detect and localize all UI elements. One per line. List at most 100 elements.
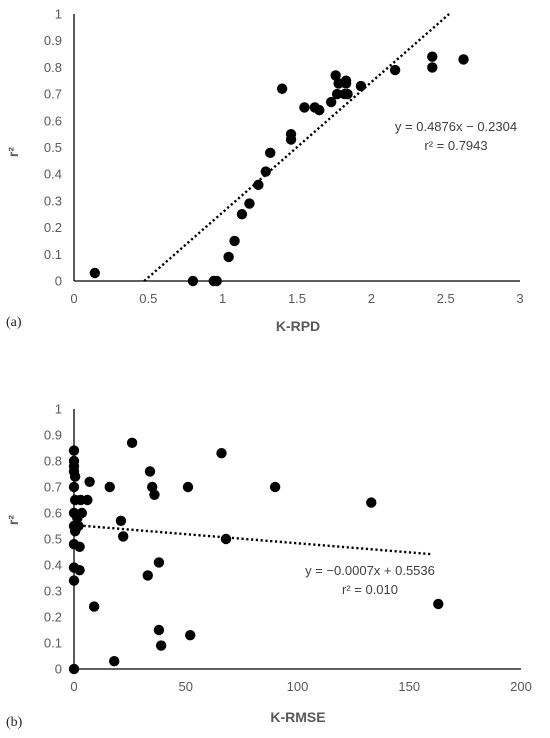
panel-b-y-ticks: 0 0.1 0.2 0.3 0.4 0.5 0.6 0.7 0.8 0.9 1 [44, 402, 62, 677]
panel-a-x-label: K-RPD [276, 318, 320, 334]
panel-a-x-tick: 1 [219, 291, 226, 306]
panel-a-points [89, 51, 469, 287]
data-point [433, 598, 444, 610]
data-point [76, 507, 88, 519]
panel-a-equation: y = 0.4876x − 0.2304 [395, 119, 517, 134]
panel-b-y-tick: 0.4 [44, 558, 62, 573]
data-point [458, 54, 469, 65]
panel-b-x-tick: 200 [510, 679, 532, 694]
data-point [73, 520, 84, 532]
data-point [153, 624, 165, 636]
data-point [182, 481, 194, 493]
data-point [144, 466, 156, 477]
data-point [74, 541, 85, 552]
trendline [143, 13, 450, 282]
data-point [236, 209, 248, 220]
panel-b-y-tick: 0.9 [44, 428, 62, 443]
data-point [153, 557, 165, 568]
panel-b-x-tick: 50 [179, 679, 193, 694]
data-point [366, 497, 377, 508]
data-point [142, 570, 153, 581]
panel-b-y-tick: 0.6 [44, 506, 62, 521]
panel-a-label: (a) [6, 315, 22, 330]
data-point [115, 515, 127, 526]
panel-a-x-tick: 0.5 [139, 291, 157, 306]
data-point [260, 166, 271, 177]
panel-b-y-tick: 0.5 [44, 532, 62, 547]
data-point [84, 476, 95, 487]
data-point [265, 147, 276, 159]
panel-a-x-ticks: 0 0.5 1 1.5 2 2.5 3 [70, 291, 523, 306]
data-point [82, 494, 93, 506]
data-point [147, 481, 158, 493]
trendline [73, 523, 432, 556]
panel-b-equation: y = −0.0007x + 0.5536 [305, 563, 435, 578]
data-point [109, 656, 120, 667]
panel-b-x-label: K-RMSE [270, 709, 325, 725]
panel-b-x-tick: 150 [398, 679, 420, 694]
panel-a-x-tick: 2.5 [437, 291, 455, 306]
data-point [117, 531, 129, 542]
panel-b-y-tick: 0.8 [44, 454, 62, 469]
panel-a-y-tick: 0.8 [44, 60, 62, 75]
panel-a-y-tick: 0.5 [44, 140, 62, 155]
data-point [149, 489, 160, 500]
data-point [325, 96, 337, 108]
panel-b-points [68, 437, 444, 675]
panel-b-y-tick: 1 [55, 402, 62, 417]
panel-b-label: (b) [6, 715, 23, 730]
data-point [276, 83, 288, 94]
panel-a-y-tick: 0.1 [44, 247, 62, 262]
data-point [223, 251, 234, 263]
data-point [74, 565, 85, 576]
data-point [269, 481, 281, 493]
panel-a-y-tick: 1 [55, 7, 62, 22]
panel-b-y-tick: 0.7 [44, 480, 62, 495]
panel-b-trendline [73, 523, 432, 556]
data-point [330, 70, 341, 81]
data-point [427, 51, 438, 62]
panel-b-y-tick: 0.1 [44, 636, 62, 651]
panel-a: 0 0.1 0.2 0.3 0.4 0.5 0.6 0.7 0.8 0.9 1 0 0.5 1 1.5 2 2… [5, 7, 524, 335]
data-point [314, 104, 325, 116]
data-point [342, 88, 353, 100]
data-point [427, 62, 438, 73]
panel-a-y-tick: 0.6 [44, 113, 62, 128]
panel-a-y-tick: 0.4 [44, 167, 62, 182]
panel-a-y-tick: 0.3 [44, 193, 62, 208]
panel-a-x-tick: 1.5 [288, 291, 306, 306]
data-point [331, 88, 343, 100]
data-point [126, 437, 138, 448]
panel-b-x-ticks: 0 50 100 150 200 [70, 679, 531, 694]
panel-a-x-tick: 0 [70, 291, 77, 306]
data-point [185, 630, 196, 641]
data-point [220, 533, 232, 545]
data-point [299, 102, 310, 113]
panel-a-y-tick: 0.2 [44, 220, 62, 235]
panel-a-y-tick: 0.7 [44, 87, 62, 102]
data-point [155, 640, 167, 651]
data-point [285, 128, 297, 140]
panel-b-x-tick: 0 [70, 679, 77, 694]
panel-a-trendline [143, 13, 450, 282]
panel-a-y-label: r² [5, 147, 21, 157]
data-point [253, 179, 264, 191]
panel-b-r2: r² = 0.010 [342, 582, 398, 597]
data-point [69, 471, 81, 482]
panel-b-y-tick: 0.3 [44, 584, 62, 599]
data-point [88, 601, 100, 612]
panel-b: 0 0.1 0.2 0.3 0.4 0.5 0.6 0.7 0.8 0.9 1 0 50 100 150 2… [5, 402, 532, 731]
data-point [244, 198, 255, 209]
panel-a-y-ticks: 0 0.1 0.2 0.3 0.4 0.5 0.6 0.7 0.8 0.9 1 [44, 7, 62, 289]
panel-a-r2: r² = 0.7943 [424, 138, 487, 153]
data-point [340, 75, 352, 86]
data-point [355, 80, 367, 92]
panel-b-y-tick: 0.2 [44, 610, 62, 625]
data-point [89, 267, 101, 279]
panel-a-y-tick: 0 [55, 274, 62, 289]
panel-b-x-tick: 100 [287, 679, 309, 694]
data-point [389, 64, 401, 76]
panel-a-y-tick: 0.9 [44, 33, 62, 48]
panel-a-x-tick: 3 [516, 291, 523, 306]
